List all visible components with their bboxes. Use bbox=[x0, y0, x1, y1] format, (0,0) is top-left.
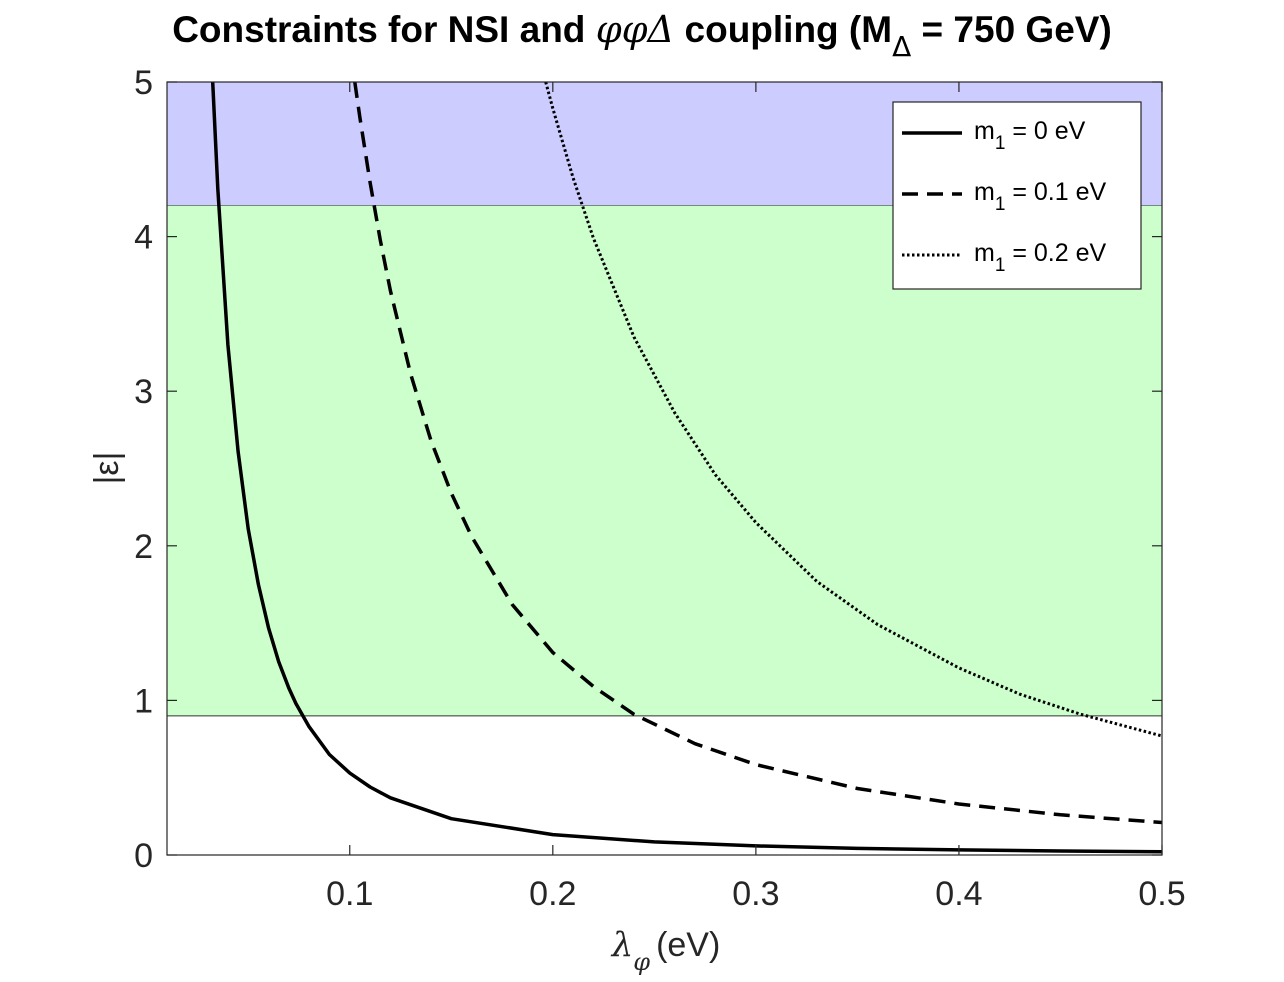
x-tick-label: 0.2 bbox=[529, 875, 576, 913]
series-lines bbox=[210, 81, 1163, 854]
x-axis-label: λφ (eV) bbox=[610, 925, 721, 976]
legend-label-main: m bbox=[974, 117, 995, 145]
legend-label-rest: = 0 eV bbox=[1005, 117, 1085, 145]
x-axis-label-sub: φ bbox=[633, 948, 650, 976]
legend-label-1: m1 = 0.1 eV bbox=[974, 178, 1107, 215]
series-line-0 bbox=[210, 81, 1163, 854]
x-axis-label-unit: (eV) bbox=[656, 926, 720, 964]
tick-labels: 0.1 0.2 0.3 0.4 0.5 0 1 2 3 4 5 bbox=[134, 64, 1186, 913]
chart-title: Constraints for NSI and φφΔ coupling (MΔ… bbox=[0, 8, 1284, 63]
y-tick-label: 1 bbox=[134, 682, 153, 720]
legend-label-main: m bbox=[974, 178, 995, 206]
legend-label-rest: = 0.2 eV bbox=[1005, 239, 1106, 267]
legend-label-rest: = 0.1 eV bbox=[1005, 178, 1106, 206]
legend-label-2: m1 = 0.2 eV bbox=[974, 239, 1107, 276]
y-tick-label: 5 bbox=[134, 64, 153, 102]
series-line-1 bbox=[353, 81, 1163, 825]
series-line-2 bbox=[544, 81, 1163, 738]
x-tick-label: 0.1 bbox=[326, 875, 373, 913]
band-1 bbox=[167, 205, 1162, 716]
x-tick-label: 0.3 bbox=[732, 875, 779, 913]
chart-title-part2: coupling (M bbox=[674, 9, 893, 50]
y-tick-label: 3 bbox=[134, 373, 153, 411]
y-axis-label: |ε| bbox=[88, 452, 126, 485]
legend-label-sub: 1 bbox=[995, 255, 1006, 276]
legend-label-0: m1 = 0 eV bbox=[974, 117, 1086, 154]
y-tick-label: 2 bbox=[134, 528, 153, 566]
chart-title-symbols: φφΔ bbox=[595, 8, 675, 51]
chart-title-part1: Constraints for NSI and bbox=[172, 9, 596, 50]
x-axis-label-main: λ bbox=[610, 925, 634, 965]
legend-label-sub: 1 bbox=[995, 133, 1006, 154]
x-tick-label: 0.4 bbox=[935, 875, 982, 913]
legend-label-sub: 1 bbox=[995, 194, 1006, 215]
chart-title-part3: = 750 GeV) bbox=[911, 9, 1112, 50]
y-tick-label: 0 bbox=[134, 837, 153, 875]
x-tick-label: 0.5 bbox=[1138, 875, 1185, 913]
y-tick-label: 4 bbox=[134, 219, 153, 257]
chart-title-subscript: Δ bbox=[892, 30, 912, 63]
legend-label-main: m bbox=[974, 239, 995, 267]
axes bbox=[166, 81, 1163, 856]
axes-box bbox=[166, 81, 1163, 856]
